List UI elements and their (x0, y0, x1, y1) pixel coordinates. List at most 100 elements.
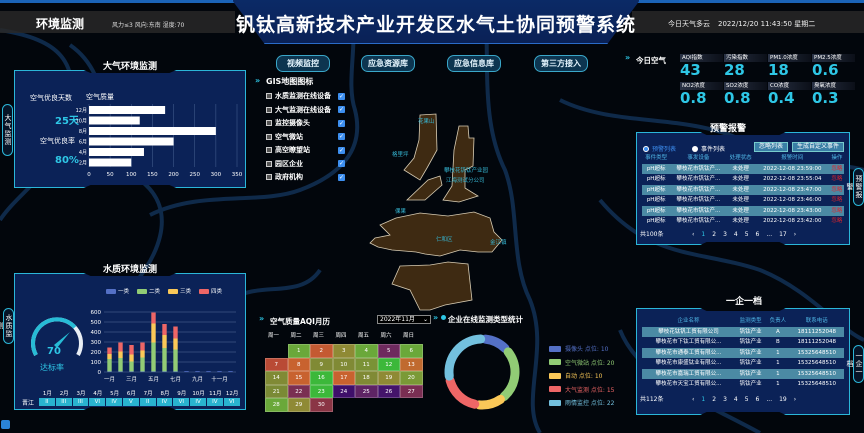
calendar-day[interactable]: 20 (400, 371, 423, 385)
calendar-day[interactable]: 2 (310, 344, 333, 358)
calendar-day[interactable]: 10 (332, 357, 355, 371)
gis-checkbox[interactable]: ✓ (338, 119, 345, 127)
nav-video-monitor[interactable]: 视频监控 (276, 55, 330, 72)
ignore-action[interactable]: 忽略 (829, 163, 844, 174)
page-number[interactable]: 19 (779, 396, 787, 403)
legend-item[interactable]: 一类 (106, 287, 129, 295)
calendar-day[interactable]: 12 (377, 357, 400, 371)
alerts-side-tab[interactable]: 预警报警 (846, 168, 864, 206)
next-page-icon[interactable]: › (793, 396, 797, 403)
page-number[interactable]: 6 (755, 396, 760, 403)
page-number[interactable]: ... (766, 396, 773, 403)
gis-item[interactable]: 监控摄像头 (266, 118, 310, 128)
gis-checkbox[interactable]: ✓ (338, 173, 345, 181)
donut-legend-item[interactable]: 摄像头 点位: 10 (549, 344, 608, 353)
page-number[interactable]: 3 (723, 396, 727, 403)
table-row[interactable]: 攀枝花市下钛工贸有限公... 钒钛产业 B 18111252048 (642, 337, 844, 348)
calendar-next-chevron-icon[interactable]: » (433, 313, 439, 322)
gis-item[interactable]: 水质监测在线设备 (266, 91, 331, 101)
calendar-day[interactable]: 8 (287, 357, 310, 371)
calendar-day[interactable]: 3 (332, 344, 355, 358)
calendar-day[interactable]: 15 (287, 371, 310, 385)
page-number[interactable]: 2 (712, 396, 717, 403)
nav-emergency-resources[interactable]: 应急资源库 (361, 55, 415, 72)
nav-third-party[interactable]: 第三方接入 (534, 55, 588, 72)
page-number[interactable]: 6 (755, 231, 760, 238)
radio-event-list[interactable]: 事件列表 (692, 144, 725, 153)
legend-item[interactable]: 三类 (168, 287, 191, 295)
prev-page-icon[interactable]: ‹ (692, 396, 695, 403)
calendar-day[interactable]: 26 (377, 384, 400, 398)
calendar-day[interactable]: 14 (265, 371, 288, 385)
month-select[interactable]: 2022年11月 ⌄ (377, 315, 431, 324)
gis-checkbox[interactable]: ✓ (338, 146, 345, 154)
calendar-day[interactable]: 27 (400, 384, 423, 398)
table-row[interactable]: pH超标 攀枝花市钒钛产... 未处理 2022-12-08 23:43:00 忽略 (642, 205, 844, 216)
donut-legend-item[interactable]: 自动 点位: 10 (549, 371, 602, 380)
page-number[interactable]: 4 (733, 231, 738, 238)
gis-item[interactable]: 政府机构 (266, 172, 303, 182)
gis-item[interactable]: 大气监测在线设备 (266, 105, 331, 115)
table-row[interactable]: pH超标 攀枝花市钒钛产... 未处理 2022-12-08 23:42:00 忽略 (642, 216, 844, 227)
calendar-day[interactable]: 11 (355, 357, 378, 371)
nav-emergency-info[interactable]: 应急信息库 (447, 55, 501, 72)
prev-page-icon[interactable]: ‹ (692, 231, 695, 238)
app-icon[interactable] (1, 420, 10, 429)
page-number[interactable]: 1 (701, 396, 706, 403)
ignore-action[interactable]: 忽略 (831, 176, 843, 182)
radio-alert-list[interactable]: 预警列表 (643, 144, 676, 153)
page-number[interactable]: 4 (733, 396, 738, 403)
calendar-day[interactable]: 23 (310, 384, 333, 398)
page-number[interactable]: 5 (744, 396, 749, 403)
calendar-day[interactable]: 28 (265, 398, 288, 412)
gis-checkbox[interactable]: ✓ (338, 160, 345, 167)
ignore-action[interactable]: 忽略 (829, 205, 844, 216)
page-number[interactable]: ... (766, 231, 773, 238)
calendar-day[interactable]: 24 (332, 384, 355, 398)
calendar-day[interactable]: 18 (355, 371, 378, 385)
next-page-icon[interactable]: › (793, 231, 797, 238)
calendar-day[interactable]: 30 (310, 398, 333, 412)
donut-legend-item[interactable]: 雨情监控 点位: 22 (549, 398, 614, 407)
gis-checkbox[interactable]: ✓ (338, 92, 345, 100)
calendar-day[interactable]: 9 (310, 357, 333, 371)
table-row[interactable]: pH超标 攀枝花市钒钛产... 未处理 2022-12-08 23:59:00 忽略 (642, 163, 844, 174)
ignore-list-button[interactable]: 忽略列表 (754, 142, 789, 152)
calendar-day[interactable]: 5 (377, 344, 400, 358)
calendar-day[interactable]: 13 (400, 357, 423, 371)
donut-legend-item[interactable]: 大气监测 点位: 15 (549, 385, 614, 394)
table-row[interactable]: pH超标 攀枝花市钒钛产... 未处理 2022-12-08 23:47:00 忽略 (642, 184, 844, 195)
calendar-day[interactable]: 29 (287, 398, 310, 412)
table-row[interactable]: pH超标 攀枝花市钒钛产... 未处理 2022-12-08 23:55:04 忽略 (642, 174, 844, 185)
air-side-tab[interactable]: 大气监测 (2, 104, 13, 156)
gis-checkbox[interactable]: ✓ (338, 106, 345, 113)
table-row[interactable]: 攀枝花钛钒工贸有限公司 钒钛产业 A 18111252048 (642, 326, 844, 337)
calendar-day[interactable]: 25 (355, 384, 378, 398)
legend-item[interactable]: 四类 (199, 287, 222, 295)
table-row[interactable]: pH超标 攀枝花市钒钛产... 未处理 2022-12-08 23:46:00 忽略 (642, 195, 844, 206)
table-row[interactable]: 攀枝花市通泰工贸有限公... 钒钛产业 1 15325648510 (642, 347, 844, 358)
legend-item[interactable]: 二类 (137, 287, 160, 295)
gis-item[interactable]: 高空瞭望站 (266, 145, 310, 155)
page-number[interactable]: 2 (712, 231, 717, 238)
calendar-day[interactable]: 6 (400, 344, 423, 358)
page-number[interactable]: 1 (701, 231, 706, 238)
calendar-day[interactable]: 21 (265, 384, 288, 398)
gis-checkbox[interactable]: ✓ (338, 133, 345, 140)
calendar-day[interactable]: 17 (332, 371, 355, 385)
ignore-action[interactable]: 忽略 (829, 184, 844, 195)
calendar-day[interactable]: 4 (355, 344, 378, 358)
page-number[interactable]: 5 (744, 231, 749, 238)
table-row[interactable]: 攀枝花市康盛钛业有限公... 钒钛产业 1 15325648510 (642, 358, 844, 369)
ignore-action[interactable]: 忽略 (831, 197, 843, 203)
table-row[interactable]: 攀枝花市嘉瑞工贸有限公... 钒钛产业 1 15325648510 (642, 368, 844, 379)
ignore-action[interactable]: 忽略 (831, 218, 843, 224)
gis-item[interactable]: 园区企业 (266, 159, 303, 169)
enterprise-side-tab[interactable]: 一企一档 (846, 345, 864, 383)
donut-legend-item[interactable]: 空气微站 点位: 20 (549, 358, 614, 367)
page-number[interactable]: 3 (723, 231, 727, 238)
table-row[interactable]: 攀枝花市天宝工贸有限公... 钒钛产业 1 15325648510 (642, 379, 844, 390)
calendar-day[interactable]: 1 (287, 344, 310, 358)
create-event-button[interactable]: 生成自定义事件 (792, 142, 845, 152)
calendar-day[interactable]: 16 (310, 371, 333, 385)
